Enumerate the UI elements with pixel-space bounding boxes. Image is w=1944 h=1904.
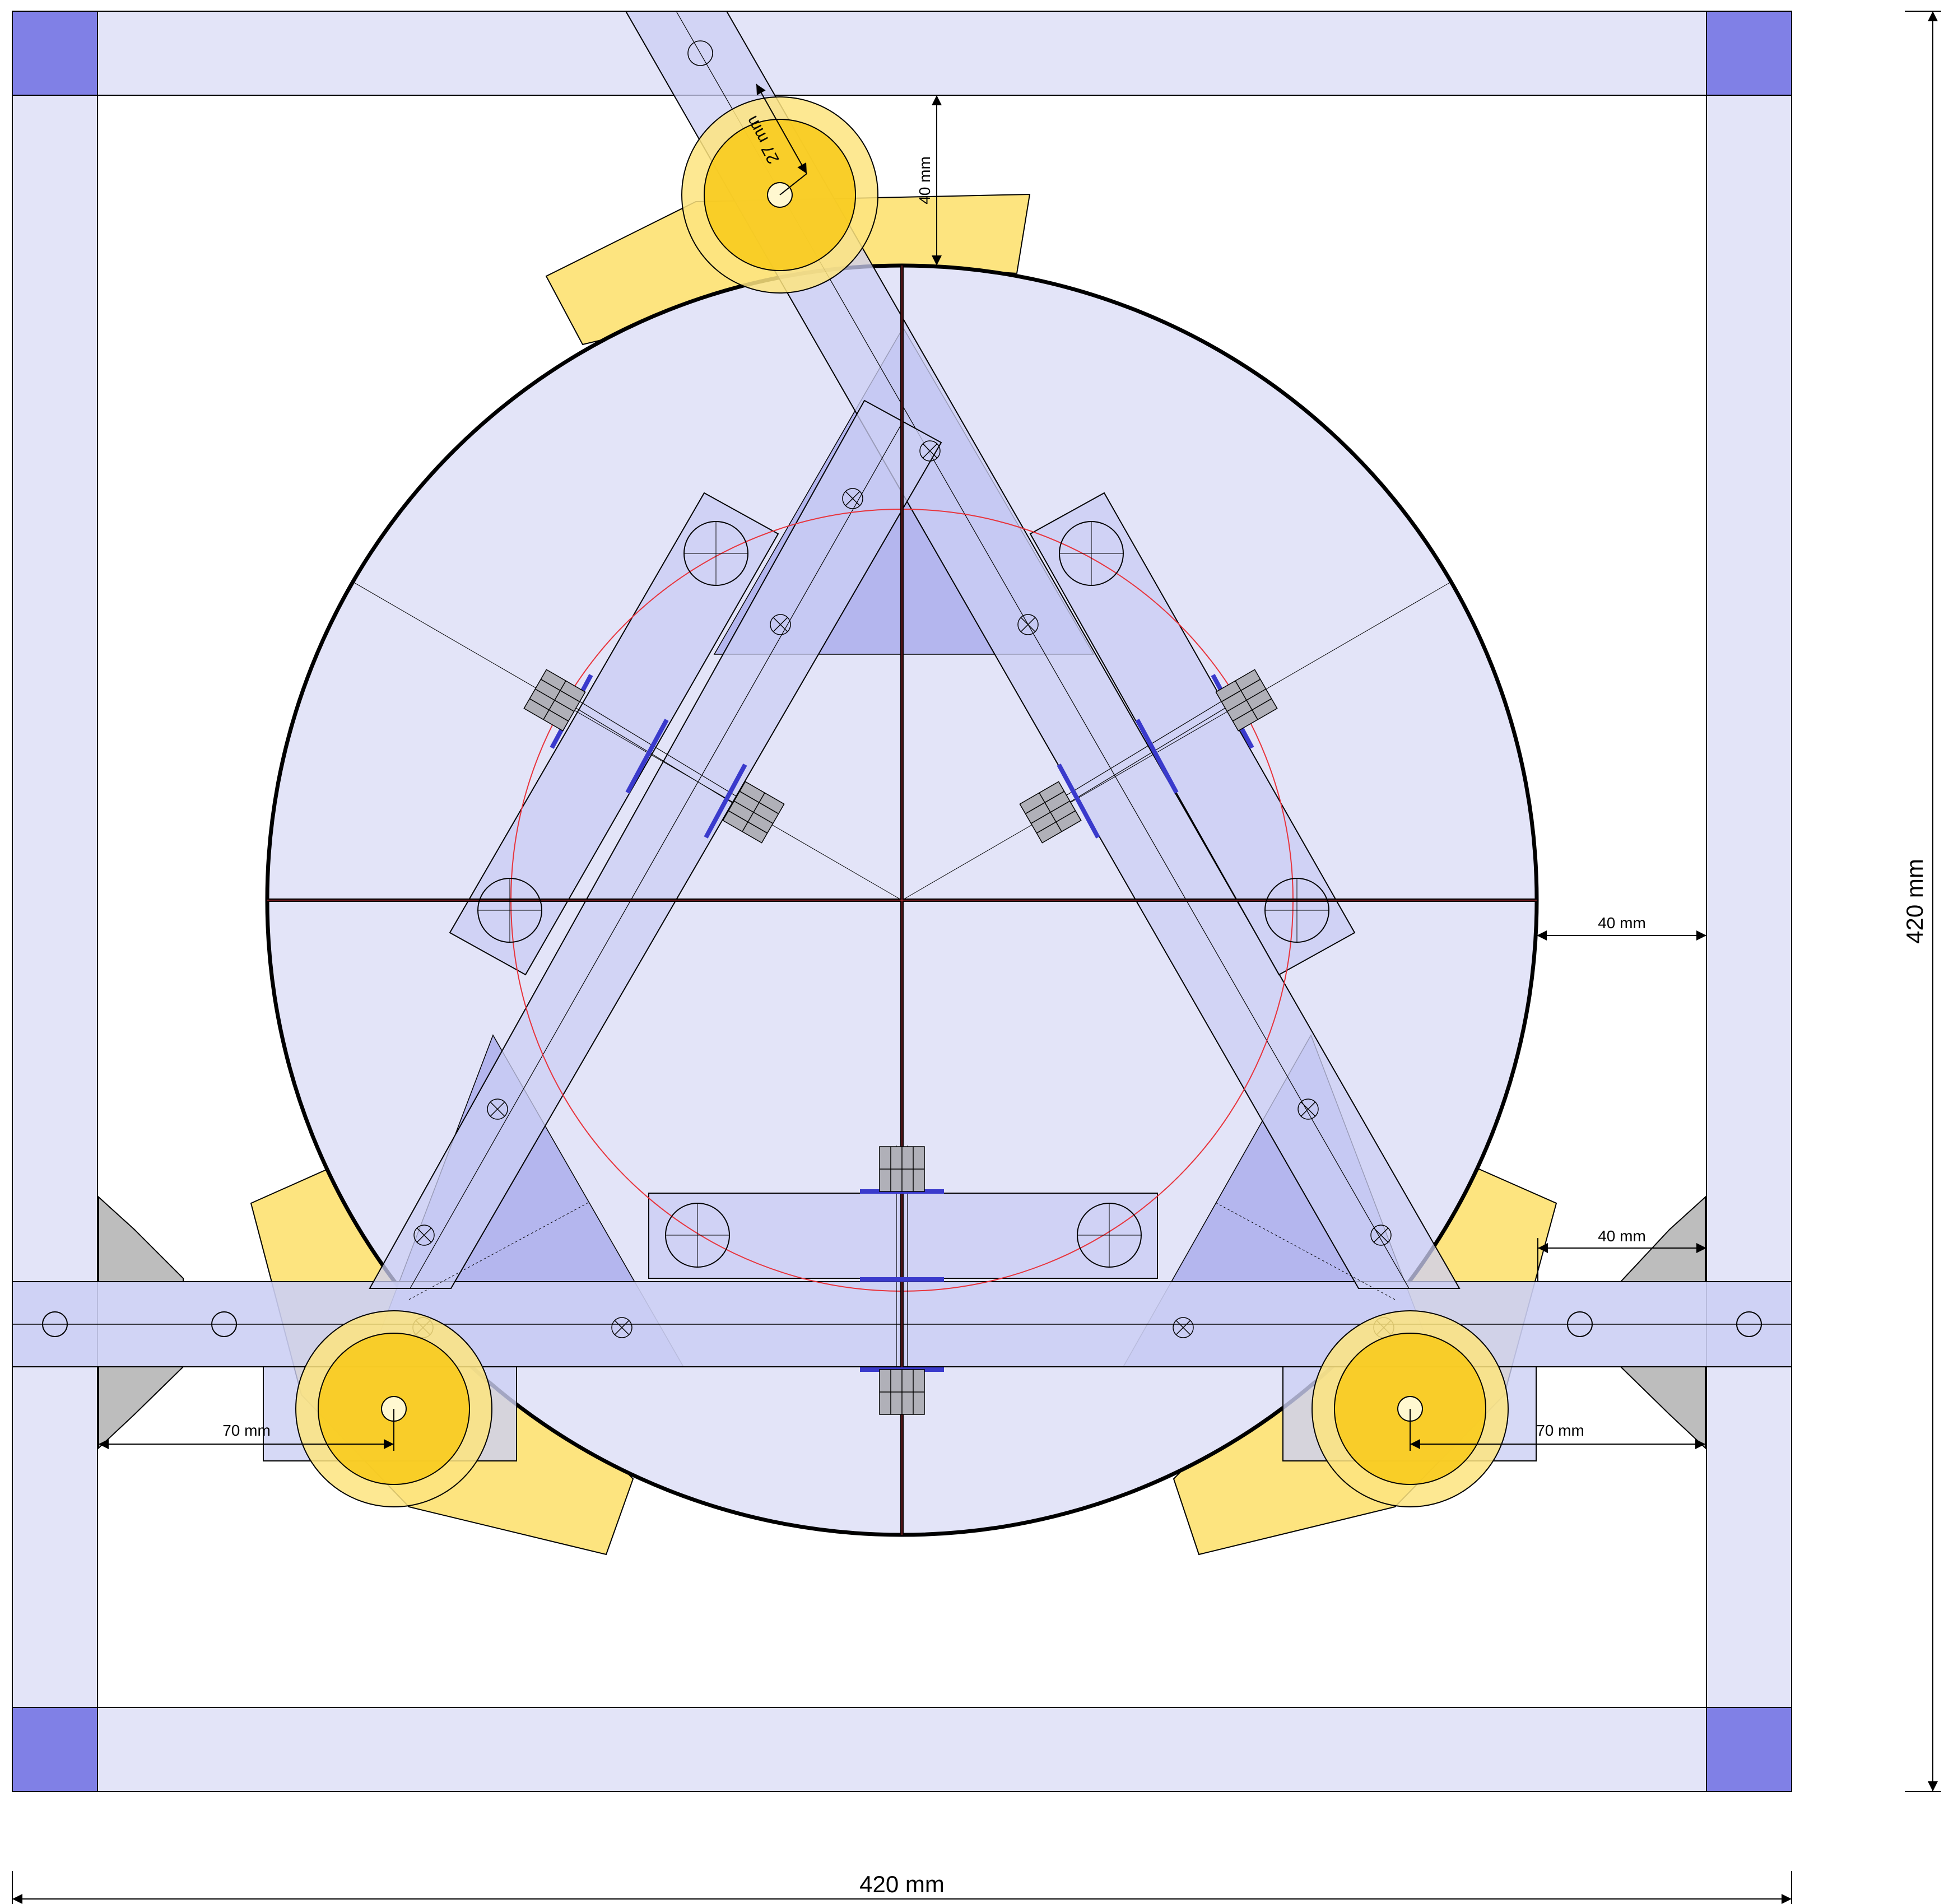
label-right-lower-gap: 40 mm [1598,1227,1646,1245]
dim-radius-line [756,83,807,174]
small-hole-i [413,1225,435,1246]
gusset-left-bottom [98,1366,185,1450]
small-hole-d [1297,1098,1319,1120]
ref-line-right [901,582,1450,901]
small-hole-l [1173,1317,1194,1338]
corner-block-top-left [12,11,98,96]
large-hole-4 [1264,878,1329,943]
long-arm-top-to-bottom-left [369,399,942,1289]
small-hole-h [487,1098,508,1120]
large-hole-2 [477,878,542,943]
short-arm-right [1029,492,1356,976]
label-left-wheel-offset: 70 mm [222,1422,271,1439]
nut-bottom-bottom [879,1369,925,1415]
small-holes [412,40,1394,1338]
label-right-gap: 40 mm [1598,914,1646,932]
gussets [98,1195,1706,1450]
center-axes [267,266,1537,1535]
beam-hole-2 [211,1311,237,1337]
frame-left-bar [12,11,98,1792]
long-arms [369,11,1461,1289]
gusset-left-top [98,1195,184,1282]
small-hole-k [611,1317,633,1338]
nut-left-inner [722,781,785,844]
beam-hole-4 [1736,1311,1762,1337]
large-hole-6 [1077,1203,1142,1268]
ref-line-left [354,582,903,901]
frame-top-bar [12,11,1792,96]
nut-bottom-top [879,1146,925,1192]
corner-block-top-right [1706,11,1792,96]
nut-right-outer [1215,669,1278,732]
small-hole-b [919,440,941,462]
gusset-right-bottom [1619,1366,1706,1450]
small-hole-a [687,40,713,66]
gusset-right-top [1619,1195,1706,1282]
small-hole-c [1017,614,1039,635]
corner-block-bottom-left [12,1707,98,1792]
large-hole-1 [683,521,748,586]
frame-bottom-bar [12,1707,1792,1792]
reference-lines [354,582,1450,1300]
small-hole-f [842,488,863,509]
beam-hole-3 [1567,1311,1593,1337]
dimension-labels: 420 mm 420 mm 40 mm 40 mm 40 mm 70 mm 70… [222,113,1928,1897]
dimension-lines [12,11,1941,1904]
label-overall-height: 420 mm [1901,859,1928,944]
large-hole-3 [1059,521,1124,586]
label-right-wheel-offset: 70 mm [1536,1422,1584,1439]
long-arm-centerline-2 [410,421,904,1289]
short-arm-left [449,492,779,976]
frame-right-bar [1706,11,1792,1792]
label-top-gap: 40 mm [916,156,933,204]
large-hole-5 [665,1203,730,1268]
beam-hole-1 [42,1311,68,1337]
small-hole-g [770,614,791,635]
label-overall-width: 420 mm [859,1871,945,1897]
nut-left-outer [523,669,586,732]
nut-right-inner [1019,781,1082,844]
corner-block-bottom-right [1706,1707,1792,1792]
frame-corners [12,11,1792,1792]
nuts [523,669,1278,1415]
large-holes [477,521,1329,1268]
small-hole-e [1370,1225,1392,1246]
